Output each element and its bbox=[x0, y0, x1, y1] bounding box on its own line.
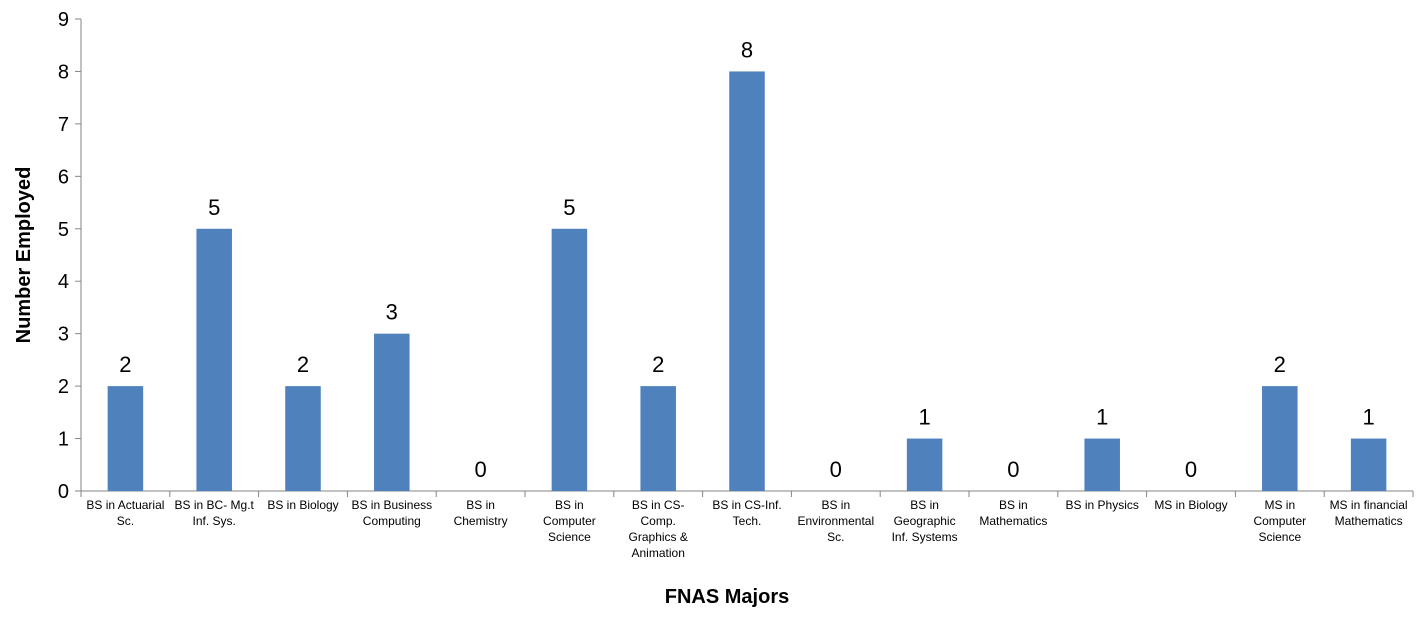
y-tick-label: 5 bbox=[58, 219, 69, 241]
data-label: 0 bbox=[830, 457, 842, 482]
data-label: 0 bbox=[1007, 457, 1019, 482]
y-tick-label: 1 bbox=[58, 429, 69, 451]
bar bbox=[640, 386, 676, 491]
x-category-label: BS in Business Computing bbox=[351, 498, 432, 528]
bar bbox=[1084, 438, 1120, 491]
data-label: 2 bbox=[652, 352, 664, 377]
data-label: 1 bbox=[1362, 405, 1374, 430]
x-category-label: BS in CS-Inf. Tech. bbox=[712, 498, 781, 528]
data-label: 1 bbox=[1096, 405, 1108, 430]
x-category-label: BS in Mathematics bbox=[979, 498, 1047, 528]
x-category-label: BS in CS-Comp. Graphics & Animation bbox=[629, 498, 688, 560]
data-label: 0 bbox=[1185, 457, 1197, 482]
y-tick-label: 7 bbox=[58, 114, 69, 136]
bar bbox=[1350, 438, 1387, 491]
y-tick-label: 8 bbox=[58, 61, 69, 83]
data-label: 2 bbox=[119, 352, 131, 377]
x-category-label: MS in Computer Science bbox=[1253, 498, 1306, 544]
y-axis-title: Number Employed bbox=[13, 167, 35, 344]
data-label: 8 bbox=[741, 37, 753, 62]
y-tick-label: 0 bbox=[58, 481, 69, 503]
y-tick-label: 4 bbox=[58, 271, 69, 293]
data-label: 2 bbox=[297, 352, 309, 377]
bars bbox=[107, 71, 1387, 491]
bar bbox=[285, 386, 321, 491]
y-tick-label: 9 bbox=[58, 9, 69, 31]
x-category-label: BS in Computer Science bbox=[543, 498, 596, 544]
x-category-label: BS in Biology bbox=[267, 498, 338, 512]
data-label: 5 bbox=[208, 195, 220, 220]
y-tick-label: 2 bbox=[58, 376, 69, 398]
x-category-label: BS in Actuarial Sc. bbox=[86, 498, 164, 528]
y-tick-label: 6 bbox=[58, 166, 69, 188]
data-label: 0 bbox=[474, 457, 486, 482]
x-category-label: BS in BC- Mg.t Inf. Sys. bbox=[175, 498, 255, 528]
bar bbox=[374, 333, 410, 491]
x-category-label: BS in Physics bbox=[1066, 498, 1139, 512]
bar bbox=[107, 386, 144, 491]
labels: 0 1 2 3 4 5 6 7 8 9 2 BS in Actuarial Sc. 5 BS in BC- … bbox=[58, 9, 1408, 560]
x-axis-title: FNAS Majors bbox=[665, 586, 789, 608]
data-label: 5 bbox=[563, 195, 575, 220]
x-category-label: BS in Environmental Sc. bbox=[797, 498, 874, 544]
x-category-label: MS in Biology bbox=[1154, 498, 1227, 512]
data-label: 2 bbox=[1274, 352, 1286, 377]
bar bbox=[551, 228, 588, 491]
bar bbox=[729, 71, 765, 491]
x-category-label: MS in financial Mathematics bbox=[1330, 498, 1408, 528]
x-category-label: BS in Chemistry bbox=[454, 498, 508, 528]
bar bbox=[1262, 386, 1298, 491]
bar bbox=[196, 228, 232, 491]
x-category-label: BS in Geographic Inf. Systems bbox=[892, 498, 958, 544]
data-label: 1 bbox=[918, 405, 930, 430]
y-tick-label: 3 bbox=[58, 324, 69, 346]
bar bbox=[906, 438, 943, 491]
data-label: 3 bbox=[386, 300, 398, 325]
